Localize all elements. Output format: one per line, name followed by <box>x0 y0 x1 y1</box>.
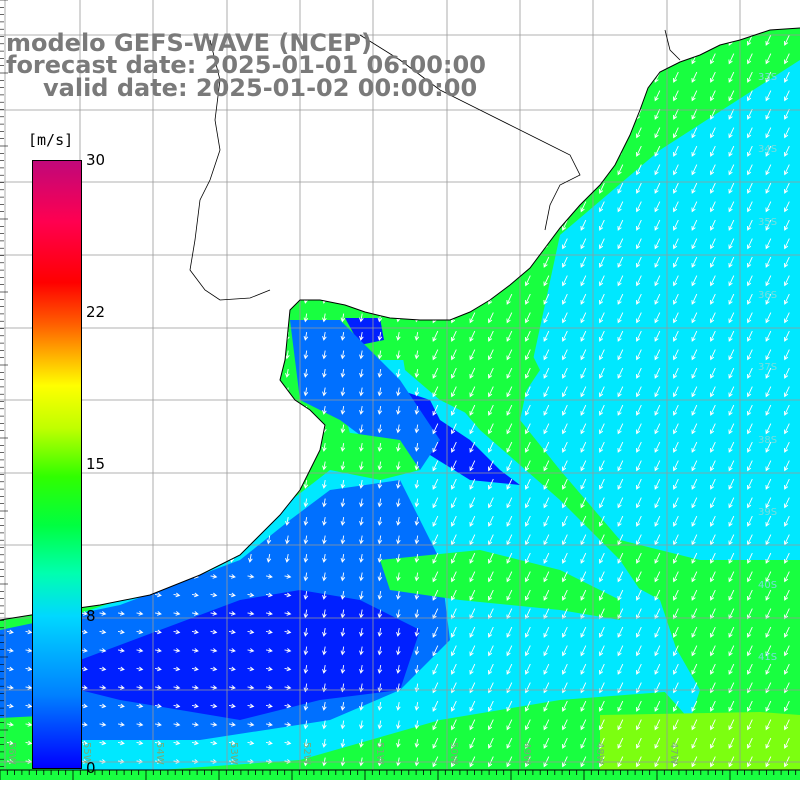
lon-label: 53W <box>228 742 239 765</box>
lat-label: 33S <box>758 72 777 83</box>
coastline <box>0 27 800 621</box>
lon-label: 56W <box>6 742 17 765</box>
lon-label: 51W <box>374 742 385 765</box>
lat-label: 36S <box>758 290 777 301</box>
valid-date: valid date: 2025-01-02 00:00:00 <box>43 74 478 102</box>
longitude-labels: 56W 55W 54W 53W 52W 51W 50W 49W 48W 47W <box>6 742 679 765</box>
lon-label: 49W <box>521 742 532 765</box>
lat-label: 40S <box>758 580 777 591</box>
lat-label: 38S <box>758 435 777 446</box>
lon-label: 47W <box>668 742 679 765</box>
lat-label: 34S <box>758 144 777 155</box>
lon-label: 54W <box>154 742 165 765</box>
colorbar <box>32 160 82 769</box>
lon-label: 48W <box>594 742 605 765</box>
land-mask <box>0 0 800 620</box>
colorbar-label-22: 22 <box>86 303 106 321</box>
forecast-date: forecast date: 2025-01-01 06:00:00 <box>6 51 486 79</box>
lon-label: 52W <box>301 742 312 765</box>
colorbar-label-0: 0 <box>86 759 96 777</box>
lat-label: 41S <box>758 652 777 663</box>
colorbar-label-30: 30 <box>86 151 106 169</box>
colorbar-unit: [m/s] <box>28 131 74 149</box>
lon-label: 50W <box>448 742 459 765</box>
lat-label: 39S <box>758 507 777 518</box>
model-title: modelo GEFS-WAVE (NCEP) <box>6 29 372 57</box>
latitude-labels: 33S 34S 35S 36S 37S 38S 39S 40S 41S <box>758 72 777 663</box>
colorbar-label-8: 8 <box>86 607 96 625</box>
lat-label: 37S <box>758 362 777 373</box>
lat-label: 35S <box>758 217 777 228</box>
colorbar-label-15: 15 <box>86 455 106 473</box>
lon-label: 55W <box>81 742 92 765</box>
